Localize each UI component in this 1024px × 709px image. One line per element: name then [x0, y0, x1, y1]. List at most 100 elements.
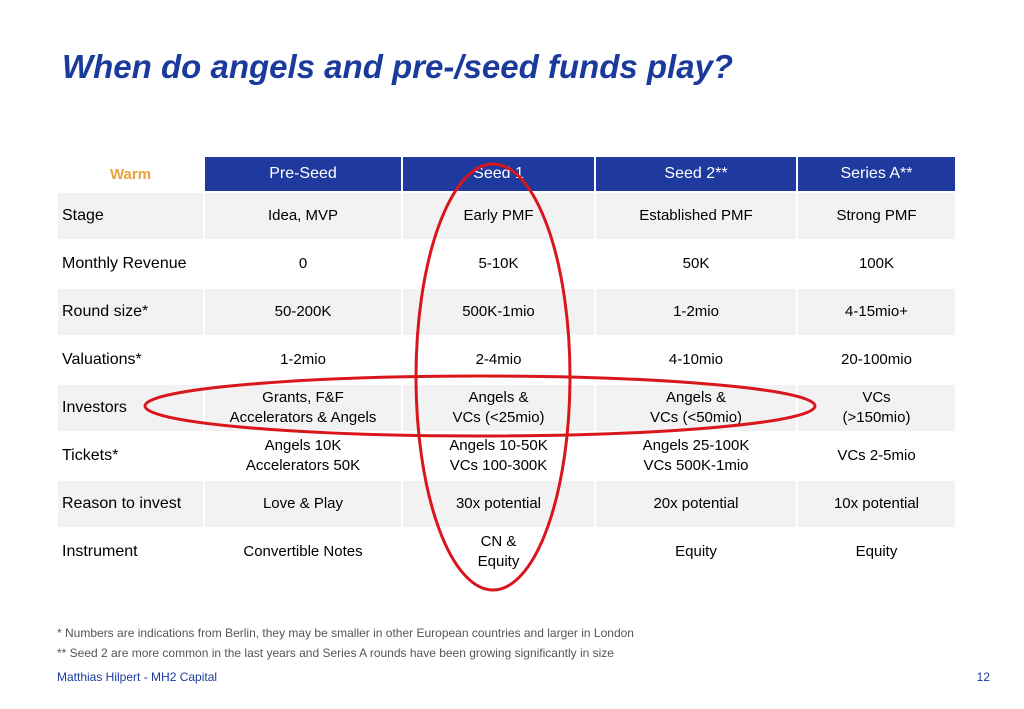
footnote: * Numbers are indications from Berlin, t…: [57, 626, 634, 640]
table-cell: VCs 2-5mio: [796, 431, 955, 479]
cell-text: 100K: [858, 255, 895, 272]
cell-text: Angels 10K: [264, 437, 342, 454]
row-label: Investors: [58, 383, 203, 431]
table-cell: Angels & VCs (<50mio): [594, 383, 796, 431]
cell-text: VCs 500K-1mio: [643, 457, 749, 474]
table-cell: 1-2mio: [203, 335, 401, 383]
table-cell: Equity: [594, 527, 796, 575]
table-header-row: Warm Pre-Seed Seed 1 Seed 2** Series A**: [58, 157, 955, 191]
table-cell: 500K-1mio: [401, 287, 594, 335]
table-cell: 4-15mio+: [796, 287, 955, 335]
table-cell: Love & Play: [203, 479, 401, 527]
table-cell: 30x potential: [401, 479, 594, 527]
corner-label: Warm: [58, 157, 203, 191]
table-cell: 20-100mio: [796, 335, 955, 383]
cell-text: 20x potential: [653, 495, 739, 512]
footer-author: Matthias Hilpert - MH2 Capital: [57, 670, 218, 684]
cell-text: Equity: [855, 543, 898, 560]
cell-text: VCs 2-5mio: [837, 447, 916, 464]
table-cell: Convertible Notes: [203, 527, 401, 575]
cell-text: 30x potential: [455, 495, 542, 512]
table-cell: 4-10mio: [594, 335, 796, 383]
cell-text: Accelerators & Angels: [229, 409, 377, 426]
table-row: Investors Grants, F&F Accelerators & Angel…: [58, 383, 955, 431]
table-cell: 50K: [594, 239, 796, 287]
table-cell: Strong PMF: [796, 191, 955, 239]
cell-text: Convertible Notes: [243, 543, 363, 560]
table-cell: 100K: [796, 239, 955, 287]
column-header: Series A**: [796, 157, 955, 191]
row-label: Reason to invest: [58, 479, 203, 527]
table-row: Monthly Revenue 0 5-10K 50K 100K: [58, 239, 955, 287]
slide-title: When do angels and pre-/seed funds play?: [62, 48, 734, 85]
cell-text: Accelerators 50K: [245, 457, 361, 474]
cell-text: CN &: [480, 533, 517, 550]
table-cell: Angels & VCs (<25mio): [401, 383, 594, 431]
cell-text: Strong PMF: [836, 207, 917, 224]
row-label: Valuations*: [58, 335, 203, 383]
table-cell: Early PMF: [401, 191, 594, 239]
cell-text: Love & Play: [262, 495, 344, 512]
table-row: Valuations* 1-2mio 2-4mio 4-10mio 20-100mio: [58, 335, 955, 383]
cell-text: 4-15mio+: [845, 303, 908, 320]
table-cell: 1-2mio: [594, 287, 796, 335]
cell-text: Grants, F&F: [262, 389, 344, 406]
row-label: Instrument: [58, 527, 203, 575]
cell-text: Early PMF: [463, 207, 534, 224]
cell-text: Idea, MVP: [267, 207, 339, 224]
cell-text: Equity: [477, 553, 520, 570]
table-cell: 5-10K: [401, 239, 594, 287]
table-cell: Established PMF: [594, 191, 796, 239]
cell-text: Angels 25-100K: [642, 437, 750, 454]
cell-text: 0: [298, 255, 308, 272]
column-header: Seed 1: [401, 157, 594, 191]
row-label: Round size*: [58, 287, 203, 335]
table-cell: Idea, MVP: [203, 191, 401, 239]
table-row: Stage Idea, MVP Early PMF Established PMF St…: [58, 191, 955, 239]
table-cell: Angels 25-100K VCs 500K-1mio: [594, 431, 796, 479]
column-header: Seed 2**: [594, 157, 796, 191]
table-cell: Equity: [796, 527, 955, 575]
row-label: Monthly Revenue: [58, 239, 203, 287]
cell-text: Angels &: [468, 389, 529, 406]
cell-text: 50-200K: [274, 303, 332, 320]
cell-text: 500K-1mio: [462, 303, 535, 320]
comparison-table: Warm Pre-Seed Seed 1 Seed 2** Series A**…: [58, 157, 955, 575]
table-cell: Angels 10-50K VCs 100-300K: [401, 431, 594, 479]
table-cell: VCs (>150mio): [796, 383, 955, 431]
cell-text: 2-4mio: [475, 351, 522, 368]
table-cell: 0: [203, 239, 401, 287]
table-row: Instrument Convertible Notes CN & Equity Equ…: [58, 527, 955, 575]
cell-text: Established PMF: [639, 207, 753, 224]
cell-text: 50K: [682, 255, 710, 272]
cell-text: 1-2mio: [280, 351, 326, 368]
row-label: Tickets*: [58, 431, 203, 479]
cell-text: (>150mio): [842, 409, 911, 426]
table-cell: 50-200K: [203, 287, 401, 335]
table-body: Stage Idea, MVP Early PMF Established PMF St…: [58, 191, 955, 575]
cell-text: 1-2mio: [673, 303, 719, 320]
cell-text: VCs: [862, 389, 891, 406]
cell-text: Angels 10-50K: [449, 437, 548, 454]
cell-text: 20-100mio: [841, 351, 912, 368]
cell-text: Angels &: [665, 389, 727, 406]
table-row: Round size* 50-200K 500K-1mio 1-2mio 4-15mio…: [58, 287, 955, 335]
table-cell: CN & Equity: [401, 527, 594, 575]
page-number: 12: [976, 670, 990, 684]
row-label: Stage: [58, 191, 203, 239]
table-cell: 20x potential: [594, 479, 796, 527]
table-cell: Angels 10K Accelerators 50K: [203, 431, 401, 479]
column-header: Pre-Seed: [203, 157, 401, 191]
cell-text: VCs (<50mio): [649, 409, 743, 426]
cell-text: Equity: [675, 543, 717, 560]
cell-text: 5-10K: [478, 255, 519, 272]
table-cell: 2-4mio: [401, 335, 594, 383]
footnote: ** Seed 2 are more common in the last ye…: [57, 646, 614, 660]
table-row: Tickets* Angels 10K Accelerators 50K Angels…: [58, 431, 955, 479]
cell-text: VCs (<25mio): [452, 409, 545, 426]
cell-text: 4-10mio: [668, 351, 724, 368]
table-cell: Grants, F&F Accelerators & Angels: [203, 383, 401, 431]
cell-text: 10x potential: [833, 495, 920, 512]
cell-text: VCs 100-300K: [449, 457, 548, 474]
table-row: Reason to invest Love & Play 30x potential…: [58, 479, 955, 527]
